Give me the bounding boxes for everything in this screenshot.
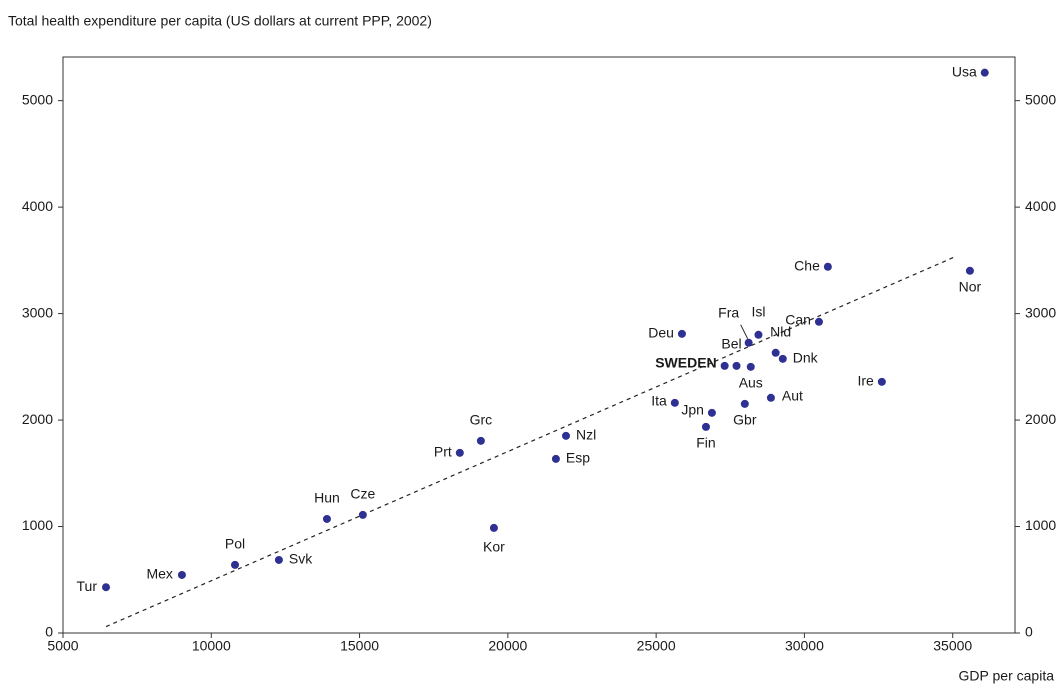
y2-tick-label: 2000 [1025,411,1056,427]
point-label: Aus [739,375,763,391]
chart-title: Total health expenditure per capita (US … [8,13,432,29]
y2-tick-label: 1000 [1025,517,1056,533]
x-tick-label: 10000 [192,638,231,654]
point [823,262,832,271]
point [177,570,186,579]
point [980,68,989,77]
point-label: Nld [770,323,791,339]
point [766,393,775,402]
x-tick-label: 35000 [933,638,972,654]
y2-tick-label: 4000 [1025,198,1056,214]
point-label: Kor [483,539,505,555]
y2-tick-label: 5000 [1025,91,1056,107]
point [670,398,679,407]
point-label: Bel [721,336,741,352]
plot-frame [62,56,1016,634]
point-label: Ita [651,393,667,409]
x-axis-label: GDP per capita [959,668,1055,684]
y-tick-label: 3000 [22,304,53,320]
y-tick-label: 1000 [22,517,53,533]
point-label: Nzl [576,427,596,443]
point [701,422,710,431]
point [102,583,111,592]
point-label: Hun [314,490,340,506]
point-label: Mex [146,566,172,582]
point-label: Fra [718,304,739,320]
point-label: Nor [959,278,982,294]
y-tick-label: 0 [45,624,53,640]
point [322,514,331,523]
point-label: Dnk [793,350,819,366]
y-tick-label: 5000 [22,91,53,107]
point-label: Usa [952,63,977,79]
point-label: Svk [289,551,313,567]
point [732,361,741,370]
point [746,362,755,371]
point-label: Grc [470,412,493,428]
point-label: Fin [696,435,715,451]
point [754,330,763,339]
point-label: Can [785,311,811,327]
point-label: Deu [648,325,674,341]
point [740,399,749,408]
point-label: Jpn [681,402,704,418]
point-label: Cze [350,486,375,502]
point [778,354,787,363]
point-label: Tur [77,578,98,594]
point [358,510,367,519]
point [771,348,780,357]
point-label: Isl [751,303,765,319]
point-label: Gbr [733,412,757,428]
y2-tick-label: 0 [1025,624,1033,640]
x-tick-label: 5000 [47,638,78,654]
point [231,560,240,569]
point [476,436,485,445]
point-label: Ire [857,373,874,389]
point [455,448,464,457]
label-connector [740,324,749,339]
point [274,555,283,564]
point-label: SWEDEN [655,355,716,371]
point [744,338,753,347]
point-label: Aut [782,388,803,404]
point [720,361,729,370]
y2-tick-label: 3000 [1025,304,1056,320]
trend-line [105,255,957,628]
point [489,523,498,532]
point [677,329,686,338]
point-label: Che [794,257,820,273]
point [707,408,716,417]
x-tick-label: 20000 [488,638,527,654]
point [551,454,560,463]
point [965,266,974,275]
x-tick-label: 30000 [785,638,824,654]
point [814,317,823,326]
point-label: Pol [225,536,245,552]
x-tick-label: 25000 [637,638,676,654]
y-tick-label: 4000 [22,198,53,214]
point-label: Esp [566,450,590,466]
point [877,377,886,386]
point-label: Prt [434,444,452,460]
y-tick-label: 2000 [22,411,53,427]
x-tick-label: 15000 [340,638,379,654]
point [561,431,570,440]
